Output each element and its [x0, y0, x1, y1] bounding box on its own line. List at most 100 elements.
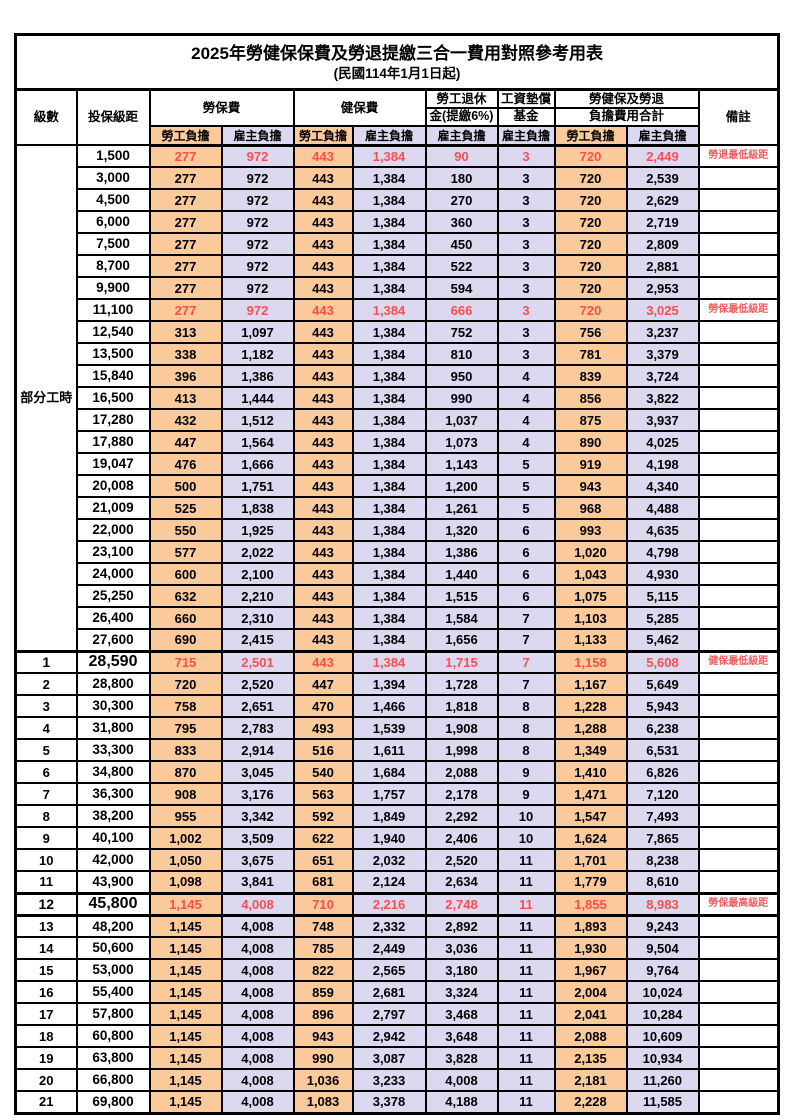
- cell-total-employee: 720: [553, 254, 628, 278]
- cell-insured-bracket: 4,500: [75, 188, 151, 212]
- cell-health-employer: 1,384: [351, 584, 427, 608]
- cell-remark: [697, 672, 780, 696]
- cell-pension-employer: 2,178: [424, 782, 499, 806]
- cell-level: 20: [14, 1068, 78, 1092]
- col-header-bracket: 投保級距: [75, 88, 151, 146]
- cell-labor-employee: 632: [148, 584, 223, 608]
- table-row: 10 42,000 1,050 3,675 651 2,032 2,520 11 1,701 8,…: [14, 848, 780, 872]
- cell-labor-employer: 2,783: [220, 716, 295, 740]
- table-row: 13,500 338 1,182 443 1,384 810 3 781 3,379: [16, 342, 780, 366]
- cell-health-employee: 493: [292, 716, 354, 740]
- cell-labor-employee: 908: [148, 782, 223, 806]
- cell-total-employer: 4,798: [625, 540, 700, 564]
- cell-total-employer: 9,764: [625, 958, 700, 982]
- cell-health-employer: 1,384: [351, 276, 427, 300]
- cell-total-employee: 720: [553, 144, 628, 168]
- cell-health-employer: 1,384: [351, 649, 427, 674]
- cell-total-employer: 9,243: [625, 914, 700, 938]
- cell-health-employer: 1,849: [351, 804, 427, 828]
- cell-labor-employer: 972: [220, 188, 295, 212]
- cell-insured-bracket: 50,600: [75, 936, 151, 960]
- cell-total-employee: 1,779: [553, 870, 628, 894]
- cell-pension-employer: 450: [424, 232, 499, 256]
- cell-pension-employer: 1,320: [424, 518, 499, 542]
- cell-pension-employer: 2,292: [424, 804, 499, 828]
- cell-health-employee: 443: [292, 254, 354, 278]
- cell-insured-bracket: 16,500: [75, 386, 151, 410]
- cell-health-employer: 1,384: [351, 188, 427, 212]
- cell-level: 18: [14, 1024, 78, 1048]
- cell-labor-employee: 1,145: [148, 936, 223, 960]
- cell-pension-employer: 594: [424, 276, 499, 300]
- cell-remark: [697, 320, 780, 344]
- cell-health-employee: 443: [292, 276, 354, 300]
- cell-labor-employer: 3,841: [220, 870, 295, 894]
- cell-total-employer: 10,609: [625, 1024, 700, 1048]
- table-row: 25,250 632 2,210 443 1,384 1,515 6 1,075 5,115: [16, 584, 780, 608]
- cell-total-employee: 875: [553, 408, 628, 432]
- cell-labor-employer: 2,100: [220, 562, 295, 586]
- cell-level: 11: [14, 870, 78, 894]
- cell-total-employer: 2,953: [625, 276, 700, 300]
- cell-health-employee: 443: [292, 628, 354, 652]
- table-row: 5 33,300 833 2,914 516 1,611 1,998 8 1,349 6,531: [14, 738, 780, 762]
- cell-remark: [697, 1002, 780, 1026]
- cell-health-employee: 443: [292, 649, 354, 674]
- cell-labor-employee: 870: [148, 760, 223, 784]
- table-row: 14 50,600 1,145 4,008 785 2,449 3,036 11 1,930 9,…: [14, 936, 780, 960]
- table-row: 1 28,590 715 2,501 443 1,384 1,715 7 1,158 5,608 健…: [14, 649, 780, 674]
- cell-health-employee: 1,083: [292, 1090, 354, 1114]
- cell-labor-employer: 3,176: [220, 782, 295, 806]
- cell-pension-employer: 1,037: [424, 408, 499, 432]
- subheader-health-employee: 勞工負擔: [292, 124, 354, 147]
- cell-labor-employee: 277: [148, 276, 223, 300]
- cell-level: 15: [14, 958, 78, 982]
- cell-wage-fund-employer: 7: [496, 628, 556, 652]
- cell-remark: [697, 760, 780, 784]
- cell-health-employer: 1,384: [351, 496, 427, 520]
- cell-health-employer: 1,384: [351, 430, 427, 454]
- cell-remark: [697, 364, 780, 388]
- cell-health-employer: 2,332: [351, 914, 427, 938]
- cell-wage-fund-employer: 11: [496, 1002, 556, 1026]
- cell-level: 14: [14, 936, 78, 960]
- cell-labor-employer: 2,501: [220, 649, 295, 674]
- cell-health-employee: 748: [292, 914, 354, 938]
- cell-labor-employer: 972: [220, 144, 295, 168]
- cell-total-employee: 890: [553, 430, 628, 454]
- cell-insured-bracket: 43,900: [75, 870, 151, 894]
- cell-remark: [697, 562, 780, 586]
- cell-total-employee: 1,930: [553, 936, 628, 960]
- cell-labor-employer: 1,512: [220, 408, 295, 432]
- cell-pension-employer: 522: [424, 254, 499, 278]
- cell-total-employer: 11,585: [625, 1090, 700, 1114]
- cell-labor-employee: 277: [148, 232, 223, 256]
- cell-labor-employee: 1,002: [148, 826, 223, 850]
- cell-insured-bracket: 17,880: [75, 430, 151, 454]
- col-header-total-line2: 負擔費用合計: [553, 106, 700, 127]
- title-row: 2025年勞健保保費及勞退提繳三合一費用對照參考用表 (民國114年1月1日起): [14, 33, 780, 91]
- cell-total-employer: 3,937: [625, 408, 700, 432]
- cell-pension-employer: 1,200: [424, 474, 499, 498]
- cell-insured-bracket: 53,000: [75, 958, 151, 982]
- cell-health-employee: 443: [292, 540, 354, 564]
- cell-labor-employer: 972: [220, 254, 295, 278]
- cell-labor-employer: 972: [220, 166, 295, 190]
- cell-remark: [697, 496, 780, 520]
- cell-labor-employer: 1,751: [220, 474, 295, 498]
- cell-insured-bracket: 40,100: [75, 826, 151, 850]
- cell-remark: [697, 958, 780, 982]
- cell-remark: [697, 1068, 780, 1092]
- col-header-wage-fund-line1: 工資墊償: [496, 88, 556, 109]
- cell-pension-employer: 2,088: [424, 760, 499, 784]
- cell-wage-fund-employer: 10: [496, 826, 556, 850]
- cell-labor-employer: 3,675: [220, 848, 295, 872]
- cell-total-employee: 781: [553, 342, 628, 366]
- cell-total-employee: 2,228: [553, 1090, 628, 1114]
- cell-labor-employee: 715: [148, 649, 223, 674]
- cell-total-employee: 1,043: [553, 562, 628, 586]
- cell-labor-employee: 447: [148, 430, 223, 454]
- cell-health-employee: 859: [292, 980, 354, 1004]
- cell-total-employer: 10,284: [625, 1002, 700, 1026]
- cell-insured-bracket: 20,008: [75, 474, 151, 498]
